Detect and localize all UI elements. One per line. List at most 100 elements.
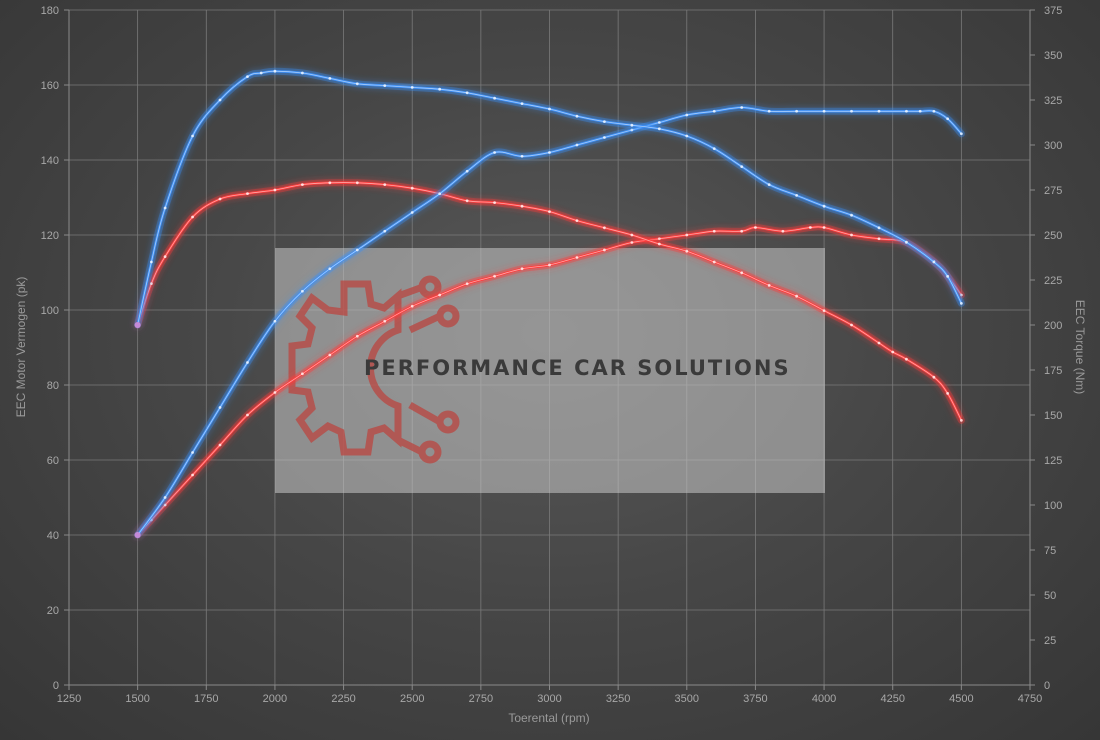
data-point [218,406,222,409]
data-point [383,319,387,323]
data-point [657,242,661,246]
series-start-marker [134,322,141,328]
data-point [493,274,496,278]
y-axis-right-title: EEC Torque (Nm) [1073,300,1087,394]
x-tick-label: 4750 [1018,693,1042,705]
y-right-tick-label: 150 [1044,410,1062,422]
x-tick-label: 3750 [743,693,767,705]
data-point [603,120,606,123]
data-point [712,229,716,233]
data-point [850,233,853,237]
data-point [383,84,387,87]
y-left-tick-label: 100 [41,305,59,317]
data-point [438,293,442,297]
series-3 [134,67,965,329]
data-point [355,82,359,86]
data-point [603,136,606,139]
data-point [657,237,661,241]
x-tick-label: 4000 [812,693,836,705]
y-right-tick-label: 225 [1044,275,1062,287]
axes: 1250 1500 1750 2000 2250 2500 2750 3000 3250 3500… [41,5,1063,705]
data-point [355,334,359,338]
data-point [328,353,332,357]
data-point [410,304,414,308]
data-point [685,233,689,237]
data-point [300,372,304,376]
data-point [438,87,442,91]
data-point [520,267,524,271]
data-point [946,117,950,121]
data-point [493,201,496,205]
data-point [767,284,771,287]
data-point [850,109,853,113]
series-line-highlight [137,182,962,421]
data-point [328,267,332,271]
x-tick-label: 2500 [400,693,424,705]
watermark-logo: PERFORMANCE CAR SOLUTIONS [275,248,825,493]
y-right-tick-label: 75 [1044,545,1056,557]
data-point [438,192,442,196]
data-point [932,260,936,264]
series-2 [134,103,965,539]
data-point [273,188,277,192]
data-point [712,260,716,264]
data-point [877,237,881,241]
data-point [149,282,153,285]
y-right-tick-label: 175 [1044,365,1062,377]
data-point [905,109,908,113]
data-point [191,134,194,138]
data-point [163,206,167,210]
data-point [959,419,963,422]
data-point [657,127,661,131]
data-point [493,96,496,100]
data-point [273,391,277,394]
x-tick-label: 4500 [949,693,973,705]
data-point [328,77,332,80]
data-point [946,275,950,278]
data-point [273,69,277,73]
y-right-tick-label: 50 [1044,590,1056,602]
data-point [630,123,634,127]
data-point [822,109,826,113]
data-point [218,443,222,447]
watermark-text: PERFORMANCE CAR SOLUTIONS [364,356,791,380]
y-left-tick-label: 80 [47,380,59,392]
data-point [575,256,579,259]
data-point [246,192,249,196]
y-right-tick-label: 25 [1044,635,1056,647]
data-point [383,229,387,233]
data-point [575,143,579,147]
data-point [603,248,606,252]
data-point [410,186,414,190]
data-point [218,98,222,102]
data-point [795,109,799,113]
data-point [959,132,963,136]
y-axis-left-title: EEC Motor Vermogen (pk) [14,277,28,418]
data-point [877,341,881,345]
data-point [163,255,167,258]
series-start-marker [134,532,141,538]
data-point [548,263,551,267]
data-point [959,302,963,305]
data-point [465,169,469,173]
data-point [218,197,222,201]
data-point [191,473,194,477]
data-point [891,350,895,354]
gear-circuit-icon [288,275,460,464]
x-tick-label: 4250 [880,693,904,705]
data-point [877,109,881,113]
data-point [822,226,826,229]
data-point [630,128,634,132]
y-left-tick-label: 120 [41,230,59,242]
data-point [932,109,936,113]
data-point [246,413,249,417]
series-layer [134,67,965,539]
data-point [163,496,167,499]
data-point [548,151,551,154]
data-point [877,226,881,230]
data-point [383,183,387,187]
data-point [575,219,579,223]
data-point [905,357,908,361]
data-point [657,121,661,124]
